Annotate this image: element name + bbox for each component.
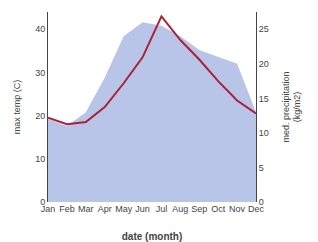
svg-text:May: May <box>115 204 133 214</box>
svg-text:30: 30 <box>35 68 45 78</box>
svg-text:0: 0 <box>40 197 45 207</box>
svg-text:med. precipitation(kg/m2): med. precipitation(kg/m2) <box>281 71 303 142</box>
svg-text:Jul: Jul <box>156 204 168 214</box>
svg-text:max temp (C): max temp (C) <box>12 80 22 135</box>
svg-text:15: 15 <box>259 94 269 104</box>
svg-text:Feb: Feb <box>59 204 75 214</box>
svg-text:Oct: Oct <box>211 204 226 214</box>
svg-text:40: 40 <box>35 24 45 34</box>
svg-text:Jan: Jan <box>41 204 56 214</box>
svg-text:Nov: Nov <box>229 204 246 214</box>
svg-text:Mar: Mar <box>78 204 94 214</box>
svg-text:20: 20 <box>259 59 269 69</box>
svg-text:Sep: Sep <box>191 204 207 214</box>
svg-text:0: 0 <box>259 197 264 207</box>
svg-text:25: 25 <box>259 24 269 34</box>
svg-text:date (month): date (month) <box>122 231 183 242</box>
svg-text:Aug: Aug <box>172 204 188 214</box>
svg-text:Apr: Apr <box>98 204 112 214</box>
svg-text:10: 10 <box>259 128 269 138</box>
svg-text:Jun: Jun <box>135 204 150 214</box>
svg-text:10: 10 <box>35 154 45 164</box>
svg-text:Dec: Dec <box>248 204 265 214</box>
svg-text:20: 20 <box>35 111 45 121</box>
svg-text:5: 5 <box>259 163 264 173</box>
